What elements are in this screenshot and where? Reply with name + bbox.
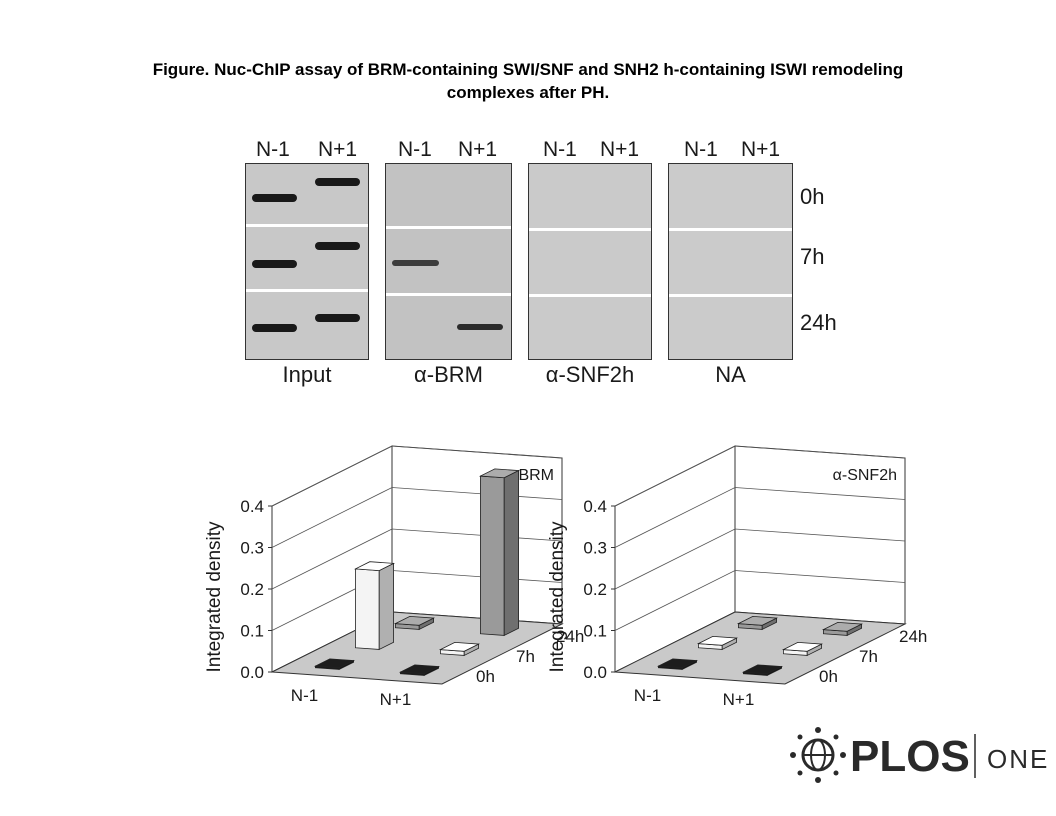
lane-label-snf2h-n+1: N+1 — [600, 138, 640, 161]
gel-band — [315, 178, 360, 186]
bar-nplus1-0h — [741, 664, 784, 677]
bar-nplus1-24h — [478, 468, 521, 637]
y-tick-label: 0.3 — [240, 539, 264, 558]
depth-label: 7h — [516, 647, 535, 666]
gel-row-separator — [529, 294, 651, 297]
depth-label: 0h — [819, 667, 838, 686]
y-tick-label: 0.2 — [240, 580, 264, 599]
category-label: N-1 — [291, 686, 318, 705]
plos-one-logo: PLOS ONE — [790, 726, 1056, 784]
y-tick-label: 0.2 — [583, 580, 607, 599]
y-tick-label: 0.0 — [583, 663, 607, 682]
gel-row-separator — [386, 293, 511, 296]
panel-label-snf2h: α-SNF2h — [545, 362, 635, 387]
gridline — [614, 487, 906, 548]
panel-label-input: Input — [282, 362, 332, 387]
figure-caption: Figure. Nuc-ChIP assay of BRM-containing… — [40, 58, 1016, 104]
depth-label: 24h — [899, 627, 927, 646]
y-tick-label: 0.3 — [583, 539, 607, 558]
plos-logo-graphic: PLOS ONE — [790, 727, 1049, 783]
gridline — [614, 570, 906, 631]
gel-row-separator — [529, 228, 651, 231]
panel-label-brm: α-BRM — [414, 362, 483, 387]
y-tick-label: 0.1 — [583, 622, 607, 641]
gel-band — [252, 194, 297, 202]
chart-title: α-SNF2h — [833, 467, 897, 484]
category-label: N-1 — [634, 686, 661, 705]
gel-panel-input — [245, 163, 369, 360]
y-tick-label: 0.0 — [240, 663, 264, 682]
bar-nplus1-7h — [438, 642, 481, 657]
gel-band — [392, 260, 439, 266]
lane-label-brm-n-1: N-1 — [398, 138, 432, 161]
lane-label-input-n-1: N-1 — [256, 138, 290, 161]
plos-globe-icon — [790, 727, 846, 783]
gel-band — [315, 242, 360, 250]
one-wordmark: ONE — [987, 744, 1049, 774]
time-label-7h: 7h — [800, 244, 825, 269]
chart-snf2h: 0.0 0.1 0.2 0.3 0.4 Integrated density α-SNF2h… — [547, 445, 927, 709]
bar-nplus1-7h — [781, 642, 824, 657]
depth-label: 24h — [556, 627, 584, 646]
lane-label-brm-n+1: N+1 — [458, 138, 498, 161]
gel-band — [315, 314, 360, 322]
y-axis-label: Integrated density — [547, 521, 568, 673]
time-label-0h: 0h — [800, 184, 825, 209]
gridline — [614, 528, 906, 590]
y-axis-label: Integrated density — [204, 521, 225, 673]
depth-label: 7h — [859, 647, 878, 666]
depth-label: 0h — [476, 667, 495, 686]
y-tick-label: 0.1 — [240, 622, 264, 641]
gel-row-separator — [246, 289, 368, 292]
gel-band — [252, 260, 297, 268]
bar-nminus1-7h — [353, 561, 396, 651]
gel-row-separator — [386, 226, 511, 229]
caption-line-1: Figure. Nuc-ChIP assay of BRM-containing… — [152, 60, 904, 79]
panel-label-na: NA — [715, 362, 746, 387]
bar-nplus1-0h — [398, 664, 441, 677]
plos-wordmark: PLOS — [850, 732, 970, 781]
lane-label-input-n+1: N+1 — [318, 138, 358, 161]
gel-panel-na — [668, 163, 793, 360]
lane-label-na-n-1: N-1 — [684, 138, 718, 161]
category-label: N+1 — [380, 690, 412, 709]
gel-row-separator — [669, 294, 792, 297]
time-label-24h: 24h — [800, 310, 837, 335]
gel-band — [252, 324, 297, 332]
bar-nplus1-24h — [821, 622, 864, 637]
lane-label-snf2h-n-1: N-1 — [543, 138, 577, 161]
caption-line-2: complexes after PH. — [446, 83, 610, 102]
bar-nminus1-7h — [696, 636, 739, 651]
gridline — [614, 445, 906, 507]
gel-row-separator — [669, 228, 792, 231]
y-tick-label: 0.4 — [240, 497, 264, 516]
gel-panel-snf2h — [528, 163, 652, 360]
bar-nminus1-24h — [736, 616, 779, 631]
gridline — [271, 445, 563, 507]
gel-panel-brm — [385, 163, 512, 360]
gel-band — [456, 324, 503, 330]
bar-nminus1-24h — [393, 616, 436, 631]
gel-row-separator — [246, 224, 368, 227]
lane-label-na-n+1: N+1 — [741, 138, 781, 161]
bar-nminus1-0h — [656, 658, 699, 671]
bar-nminus1-0h — [313, 658, 356, 671]
y-tick-label: 0.4 — [583, 497, 607, 516]
category-label: N+1 — [723, 690, 755, 709]
